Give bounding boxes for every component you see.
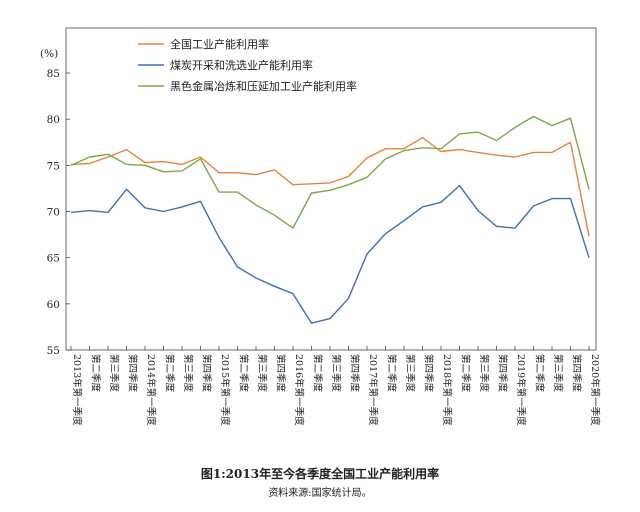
y-tick-label: 85: [47, 68, 60, 80]
x-tick-label: 2014年第一季度: [145, 354, 157, 426]
y-tick-label: 60: [47, 299, 60, 311]
x-tick-label: 第二季度: [534, 354, 546, 393]
x-tick-label: 2020年第一季度: [589, 354, 601, 426]
figure-source: 资料来源:国家统计局。: [268, 486, 371, 499]
x-tick-label: 第三季度: [552, 354, 564, 393]
y-tick-label: 65: [47, 253, 60, 265]
x-tick-label: 第四季度: [349, 354, 361, 393]
x-tick-label: 第四季度: [423, 354, 435, 393]
y-axis: 55 60 65 70 75 80 85: [47, 68, 70, 357]
series-lines: [70, 115, 590, 324]
x-axis: 2013年第一季度 第二季度 第三季度 第四季度 2014年第一季度 第二季度 第三季度 第四…: [70, 346, 601, 426]
figure-caption: 图1:2013年至今各季度全国工业产能利用率: [201, 466, 439, 481]
x-tick-label: 第三季度: [330, 354, 342, 393]
x-tick-label: 第四季度: [275, 354, 287, 393]
series-line-2: [70, 184, 590, 324]
series-line-1: [70, 136, 590, 237]
x-tick-label: 第二季度: [90, 354, 102, 393]
x-tick-label: 第二季度: [460, 354, 472, 393]
legend-label-3: 黑色金属冶炼和压延加工业产能利用率: [170, 79, 357, 93]
x-tick-label: 第二季度: [386, 354, 398, 393]
x-tick-label: 第三季度: [182, 354, 194, 393]
x-tick-label: 第四季度: [571, 354, 583, 393]
y-tick-label: 80: [47, 114, 60, 126]
x-tick-label: 第二季度: [164, 354, 176, 393]
x-tick-label: 第三季度: [478, 354, 490, 393]
x-tick-label: 2016年第一季度: [293, 354, 305, 426]
x-tick-label: 2017年第一季度: [367, 354, 379, 426]
x-tick-label: 第三季度: [108, 354, 120, 393]
x-tick-label: 2018年第一季度: [441, 354, 453, 426]
y-tick-label: 70: [47, 207, 60, 219]
y-tick-label: 75: [47, 160, 60, 172]
plot-frame: [65, 27, 597, 351]
x-tick-label: 第二季度: [238, 354, 250, 393]
y-tick-label: 55: [47, 345, 60, 357]
x-tick-label: 2015年第一季度: [219, 354, 231, 426]
x-tick-label: 第二季度: [312, 354, 324, 393]
legend-label-1: 全国工业产能利用率: [170, 37, 269, 51]
legend-label-2: 煤炭开采和洗选业产能利用率: [170, 58, 313, 72]
x-tick-label: 第三季度: [404, 354, 416, 393]
x-tick-label: 第四季度: [127, 354, 139, 393]
x-tick-label: 第四季度: [201, 354, 213, 393]
x-tick-label: 2019年第一季度: [515, 354, 527, 426]
series-line-3: [70, 115, 590, 229]
x-tick-label: 第三季度: [256, 354, 268, 393]
x-tick-label: 第四季度: [497, 354, 509, 393]
x-tick-label: 2013年第一季度: [71, 354, 83, 426]
y-axis-unit: (%): [40, 48, 58, 60]
